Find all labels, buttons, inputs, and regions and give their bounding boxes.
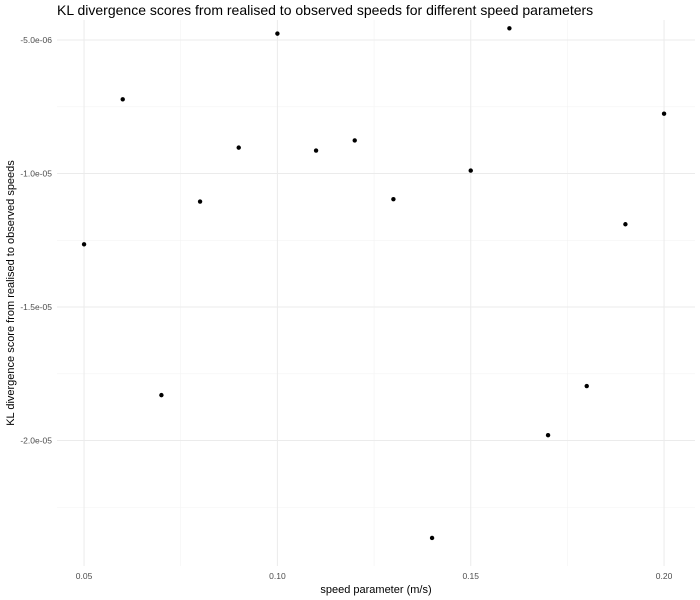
- data-point: [545, 432, 551, 438]
- data-point: [429, 535, 435, 541]
- data-point: [584, 383, 589, 389]
- data-point: [236, 145, 241, 150]
- data-point: [352, 138, 357, 143]
- y-tick-label: -1.0e-05: [20, 169, 52, 179]
- y-axis: -5.0e-06 -1.0e-05 -1.5e-05 -2.0e-05: [20, 35, 52, 445]
- data-point: [120, 97, 125, 102]
- data-point: [275, 31, 280, 36]
- data-point: [159, 392, 164, 398]
- y-axis-title: KL divergence score from realised to obs…: [5, 160, 17, 426]
- y-tick-label: -1.5e-05: [20, 302, 52, 312]
- grid: [57, 20, 695, 566]
- data-point: [661, 111, 667, 116]
- data-point: [81, 242, 87, 247]
- data-point: [507, 26, 512, 31]
- chart-title: KL divergence scores from realised to ob…: [57, 2, 593, 18]
- x-axis-title: speed parameter (m/s): [320, 584, 431, 596]
- x-tick-label: 0.20: [656, 571, 673, 581]
- x-tick-label: 0.05: [76, 571, 93, 581]
- data-point: [391, 196, 396, 202]
- data-points: [81, 26, 667, 541]
- x-tick-label: 0.10: [269, 571, 286, 581]
- y-tick-label: -5.0e-06: [20, 35, 52, 45]
- data-point: [468, 168, 473, 173]
- data-point: [313, 148, 319, 153]
- x-axis: 0.05 0.10 0.15 0.20: [76, 571, 673, 581]
- x-tick-label: 0.15: [462, 571, 479, 581]
- y-tick-label: -2.0e-05: [20, 436, 52, 446]
- data-point: [623, 222, 628, 227]
- data-point: [197, 199, 203, 204]
